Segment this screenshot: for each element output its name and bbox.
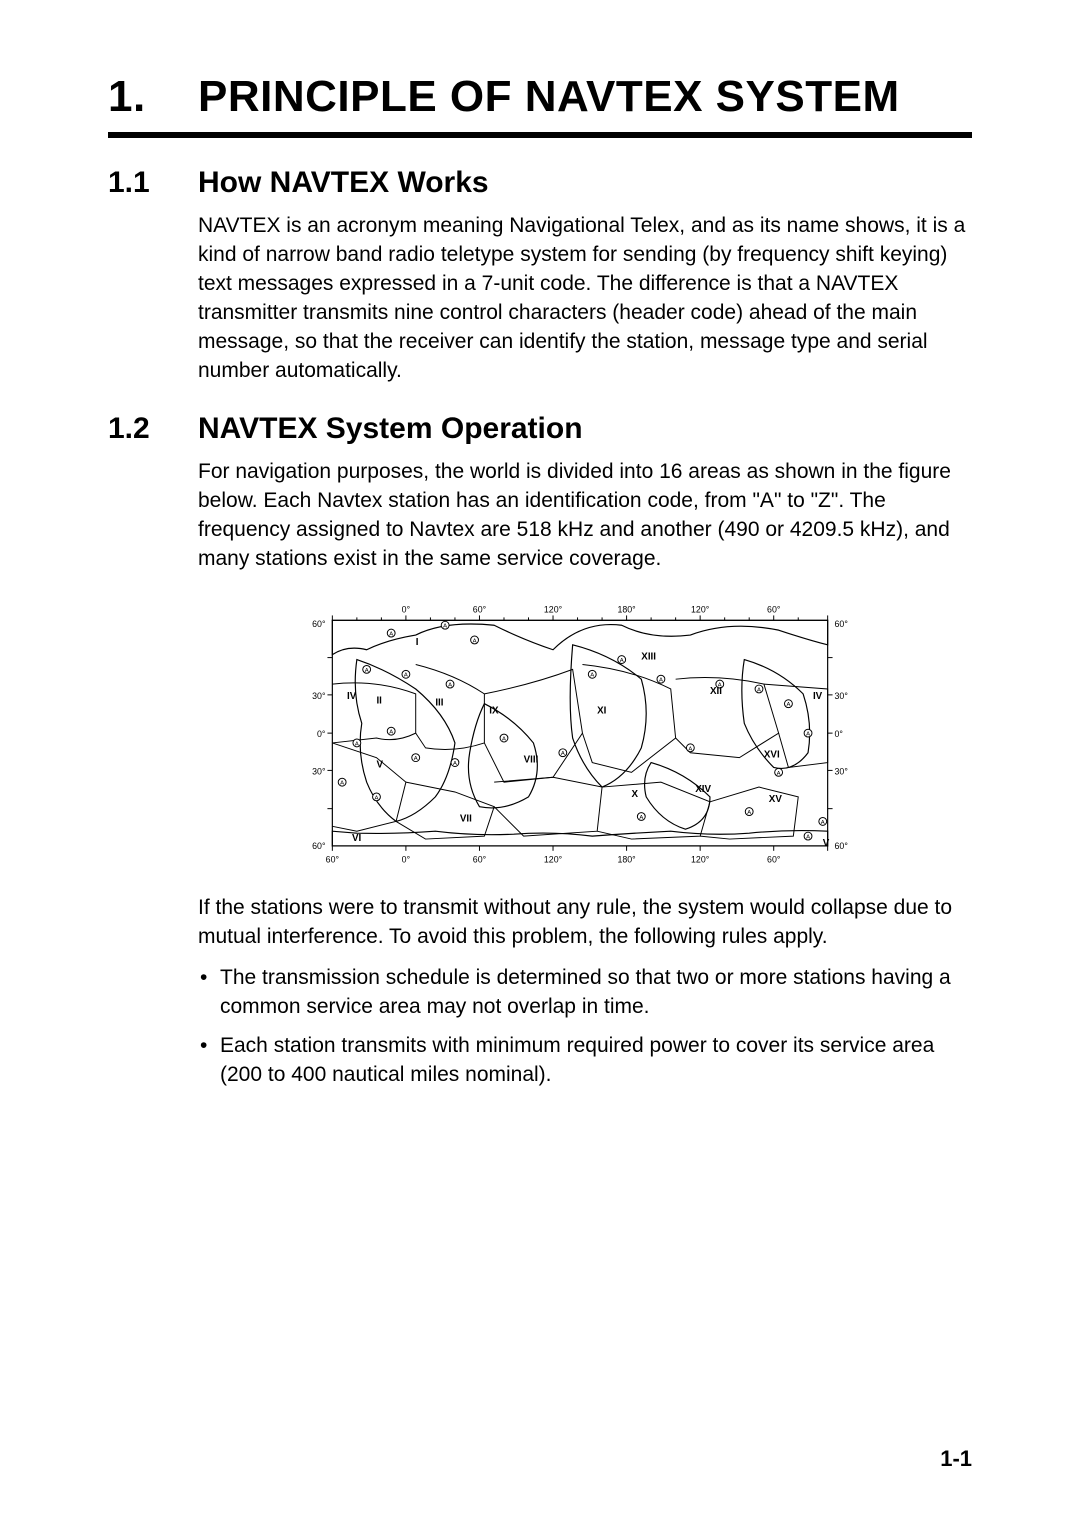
lat-label: 60° <box>312 619 325 629</box>
area-label: VI <box>352 833 362 844</box>
lon-label: 0° <box>402 604 410 614</box>
area-label: XIV <box>695 784 711 795</box>
station-marker-label: A <box>747 810 751 816</box>
lon-labels-top: 0° 60° 120° 180° 120° 60° <box>402 604 781 614</box>
section-1-1: 1.1How NAVTEX Works NAVTEX is an acronym… <box>108 166 972 386</box>
area-label: XI <box>597 705 607 716</box>
page-number: 1-1 <box>940 1446 972 1472</box>
lat-label: 30° <box>835 690 848 700</box>
lat-label: 60° <box>312 841 325 851</box>
area-label: IV <box>813 690 823 701</box>
station-marker-label: A <box>659 677 663 683</box>
lon-label: 120° <box>544 854 562 864</box>
area-label: IV <box>347 690 357 701</box>
lat-label: 30° <box>835 766 848 776</box>
section-number: 1.2 <box>108 412 198 446</box>
station-marker-label: A <box>639 815 643 821</box>
area-label: XVI <box>764 749 780 760</box>
section-heading: 1.2NAVTEX System Operation <box>108 412 972 446</box>
station-marker-label: A <box>355 741 359 747</box>
area-label: IX <box>489 705 499 716</box>
page: 1.PRINCIPLE OF NAVTEX SYSTEM 1.1How NAVT… <box>0 0 1080 1528</box>
section-heading: 1.1How NAVTEX Works <box>108 166 972 200</box>
lat-labels-left: 60° 30° 0° 30° 60° <box>312 619 325 851</box>
lat-labels-right: 60° 30° 0° 30° 60° <box>835 619 848 851</box>
section-1-2-post-figure-paragraph: If the stations were to transmit without… <box>198 894 972 952</box>
rule-item: The transmission schedule is determined … <box>198 964 972 1022</box>
lat-label: 60° <box>835 619 848 629</box>
world-map-svg: AAAAAAAAAAAAAAAAAAAAAAAAAAA IIIIIIIVIVVV… <box>298 586 862 880</box>
station-marker-label: A <box>821 820 825 826</box>
station-marker-label: A <box>806 834 810 840</box>
station-marker-label: A <box>561 751 565 757</box>
area-label: I <box>416 637 419 648</box>
lat-label: 30° <box>312 766 325 776</box>
station-marker-label: A <box>414 756 418 762</box>
station-marker-label: A <box>404 672 408 678</box>
station-marker-label: A <box>389 631 393 637</box>
station-marker-label: A <box>757 687 761 693</box>
lon-label: 60° <box>767 604 780 614</box>
station-marker-label: A <box>590 672 594 678</box>
chapter-title-text: PRINCIPLE OF NAVTEX SYSTEM <box>198 72 900 121</box>
lon-label: 60° <box>473 604 486 614</box>
section-number: 1.1 <box>108 166 198 200</box>
area-label: XV <box>769 793 783 804</box>
lat-label: 0° <box>835 729 843 739</box>
station-marker-label: A <box>340 780 344 786</box>
rule-item: Each station transmits with minimum requ… <box>198 1032 972 1090</box>
lat-label: 60° <box>835 841 848 851</box>
chapter-title: 1.PRINCIPLE OF NAVTEX SYSTEM <box>108 72 972 138</box>
lon-label: 180° <box>617 854 635 864</box>
station-marker-label: A <box>375 795 379 801</box>
lon-label: 60° <box>326 854 339 864</box>
section-title: NAVTEX System Operation <box>198 412 583 445</box>
lon-labels-bottom: 60° 0° 60° 120° 180° 120° 60° <box>326 854 781 864</box>
station-marker-label: A <box>620 658 624 664</box>
section-title: How NAVTEX Works <box>198 166 489 199</box>
lon-label: 60° <box>473 854 486 864</box>
bottom-ticks <box>332 846 827 851</box>
area-label: VIII <box>524 754 539 765</box>
station-marker-label: A <box>688 746 692 752</box>
station-marker-label: A <box>365 668 369 674</box>
station-marker-label: A <box>786 702 790 708</box>
area-label: X <box>631 789 638 800</box>
area-label: III <box>435 697 443 708</box>
lon-label: 60° <box>767 854 780 864</box>
navtex-world-map-figure: AAAAAAAAAAAAAAAAAAAAAAAAAAA IIIIIIIVIVVV… <box>298 586 862 880</box>
station-marker-label: A <box>473 638 477 644</box>
chapter-number: 1. <box>108 72 198 122</box>
station-marker-label: A <box>448 682 452 688</box>
lon-label: 180° <box>617 604 635 614</box>
station-marker-label: A <box>443 623 447 629</box>
area-label: XII <box>710 686 722 697</box>
area-label: II <box>376 695 382 706</box>
station-marker-label: A <box>389 729 393 735</box>
section-1-2-paragraph: For navigation purposes, the world is di… <box>198 458 972 574</box>
area-label: V <box>823 838 830 849</box>
station-marker-label: A <box>453 761 457 767</box>
rules-list: The transmission schedule is determined … <box>198 964 972 1090</box>
top-ticks <box>332 615 827 620</box>
lon-label: 120° <box>691 854 709 864</box>
lat-label: 30° <box>312 690 325 700</box>
section-1-1-paragraph: NAVTEX is an acronym meaning Navigationa… <box>198 212 972 386</box>
area-label: V <box>376 759 383 770</box>
section-1-2: 1.2NAVTEX System Operation For navigatio… <box>108 412 972 1090</box>
station-marker-label: A <box>502 736 506 742</box>
area-label: XIII <box>641 651 656 662</box>
lat-label: 0° <box>317 729 325 739</box>
lon-label: 120° <box>544 604 562 614</box>
station-marker-label: A <box>806 731 810 737</box>
lon-label: 0° <box>402 854 410 864</box>
area-label: VII <box>460 813 472 824</box>
lon-label: 120° <box>691 604 709 614</box>
station-marker-label: A <box>777 770 781 776</box>
